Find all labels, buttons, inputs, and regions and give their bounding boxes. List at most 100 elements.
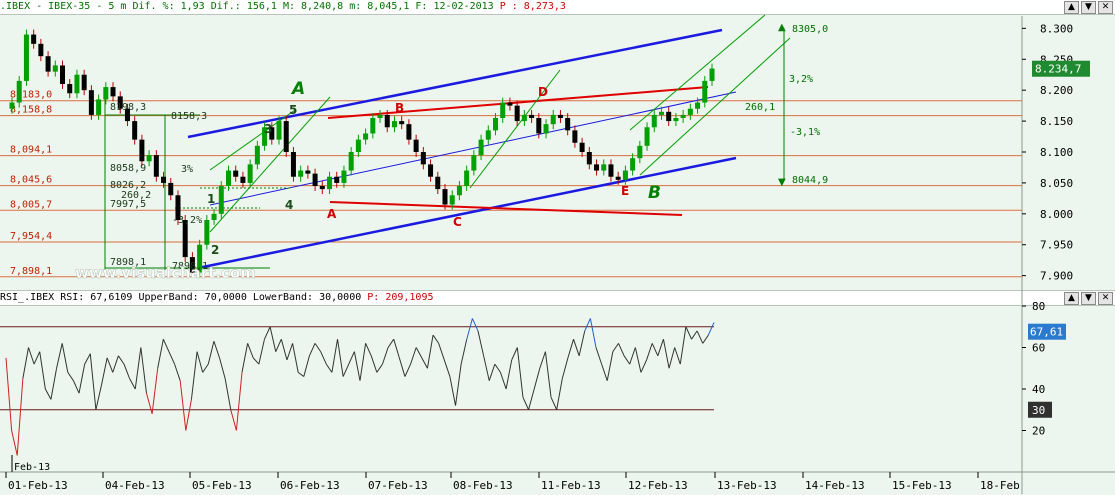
candle-body	[384, 114, 390, 128]
rsi-segment	[213, 341, 220, 359]
candle-body	[312, 173, 318, 186]
close-panel-button[interactable]: ✕	[1098, 1, 1113, 14]
rsi-close-panel-button[interactable]: ✕	[1098, 292, 1113, 305]
rsi-segment	[247, 343, 254, 359]
candle-body	[218, 186, 224, 214]
rsi-segment	[56, 343, 63, 369]
rsi-segment	[5, 357, 13, 431]
rsi-segment	[556, 378, 563, 410]
candle-body	[327, 176, 333, 190]
rsi-tick-label: 20	[1032, 425, 1045, 438]
measure-label: 3%	[181, 164, 193, 175]
candle-body	[161, 176, 167, 183]
candle-body	[666, 111, 672, 122]
rsi-segment	[578, 330, 586, 356]
rsi-segment	[477, 330, 485, 356]
lower-channel-line	[197, 156, 737, 270]
candle-body	[363, 133, 369, 140]
rsi-scroll-up-button[interactable]: ▲	[1064, 292, 1079, 305]
rsi-segment	[123, 363, 131, 379]
rsi-segment	[646, 343, 653, 361]
symbol-info: .IBEX - IBEX-35 - 5 m Dif. %: 1,93 Dif.:…	[0, 1, 500, 12]
candle-body	[269, 127, 275, 140]
rsi-segment	[629, 347, 636, 365]
rsi-segment	[95, 384, 103, 410]
candle-body	[153, 155, 159, 177]
rsi-tick-label: 80	[1032, 300, 1045, 313]
candle-body	[572, 130, 578, 143]
rsi-segment	[544, 351, 552, 398]
rsi-scroll-down-button[interactable]: ▼	[1081, 292, 1096, 305]
measure-label: 260,2	[121, 190, 151, 201]
rsi-segment	[691, 330, 698, 340]
rsi-segment	[707, 322, 715, 336]
point-label: D	[538, 85, 548, 99]
price-tick-label: 7.950	[1040, 239, 1073, 252]
candle-body	[290, 152, 296, 177]
rsi-segment	[382, 347, 389, 365]
rsi-segment	[117, 355, 125, 365]
rsi-segment	[365, 343, 372, 357]
candle-body	[276, 121, 282, 140]
wave-line	[209, 96, 331, 233]
rsi-segment	[145, 393, 153, 415]
rsi-segment	[668, 347, 676, 369]
candle-body	[536, 118, 542, 134]
price-tick-label: 8.000	[1040, 208, 1073, 221]
candle-body	[449, 195, 455, 205]
rsi-plot-area	[0, 306, 1022, 472]
price-tick-label: 8.150	[1040, 115, 1073, 128]
candle-body	[500, 102, 506, 118]
right-measure-label: 8044,9	[792, 175, 828, 186]
candle-body	[182, 220, 188, 258]
candle-body	[687, 108, 693, 115]
candle-body	[478, 139, 484, 156]
scroll-up-button[interactable]: ▲	[1064, 1, 1079, 14]
scroll-down-button[interactable]: ▼	[1081, 1, 1096, 14]
candle-body	[543, 124, 549, 134]
rsi-segment	[589, 318, 597, 348]
candle-body	[435, 176, 441, 190]
rsi-segment	[674, 347, 681, 365]
candle-body	[442, 189, 448, 205]
candle-body	[586, 152, 592, 165]
right-measure-label: 8305,0	[792, 24, 828, 35]
rsi-segment	[314, 343, 322, 352]
arrow-down-icon: ▼	[778, 177, 786, 188]
price-panel-header: .IBEX - IBEX-35 - 5 m Dif. %: 1,93 Dif.:…	[0, 0, 1115, 15]
time-tick-label: 06-Feb-13	[280, 479, 340, 492]
candle-body	[204, 220, 210, 245]
measure-label: 7997,5	[110, 199, 146, 210]
rsi-price: P: 209,1095	[367, 292, 434, 303]
rsi-current-label: 67,61	[1030, 326, 1063, 339]
measure-label: 7898,1	[172, 261, 208, 272]
time-tick-label: 08-Feb-13	[453, 479, 513, 492]
candle-body	[225, 170, 231, 186]
rsi-segment	[561, 357, 569, 379]
candle-body	[247, 164, 253, 183]
point-label: E	[621, 184, 629, 198]
price-tick-label: 8.050	[1040, 177, 1073, 190]
candle-body	[117, 96, 123, 109]
rsi-segment	[337, 339, 344, 377]
rsi-segment	[539, 351, 546, 369]
rsi-panel-header: RSI_.IBEX RSI: 67,6109 UpperBand: 70,000…	[0, 290, 1115, 306]
candle-body	[146, 155, 152, 162]
rsi-segment	[168, 351, 176, 365]
candle-body	[377, 114, 383, 118]
wave-line	[469, 69, 561, 189]
rsi-segment	[471, 318, 479, 332]
rsi-segment	[421, 357, 428, 369]
price-tick-label: 7.900	[1040, 270, 1073, 283]
rsi-tick-label: 60	[1032, 342, 1045, 355]
candle-body	[695, 102, 701, 109]
rsi-segment	[308, 343, 316, 357]
price-window-buttons: ▲ ▼ ✕	[1064, 1, 1113, 14]
rsi-segment	[426, 334, 434, 369]
wave-label-minor: 2	[211, 243, 219, 257]
time-tick-label: 15-Feb-13	[892, 479, 952, 492]
price-plot-area	[0, 16, 1022, 288]
wave-label-minor: 1	[207, 192, 215, 206]
candle-body	[521, 114, 527, 122]
